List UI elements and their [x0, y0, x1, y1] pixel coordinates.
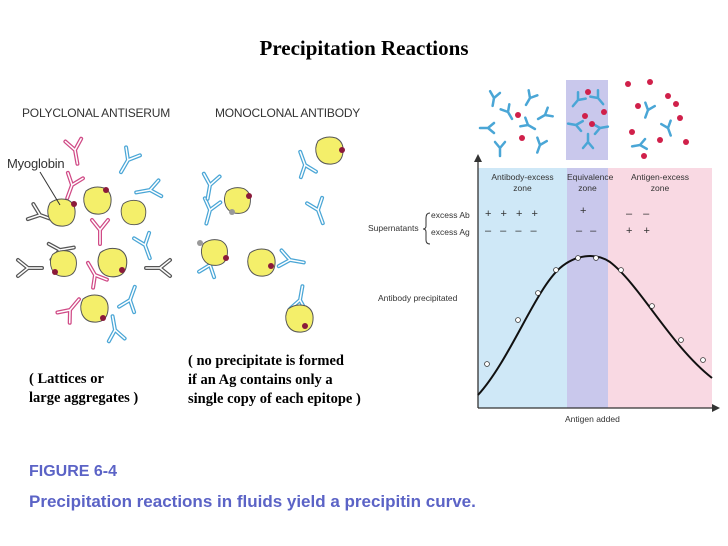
ab-row-antibody-excess: + + + +	[485, 208, 538, 220]
ag-row-antibody-excess: – – – –	[485, 225, 537, 237]
polyclonal-lattice	[16, 136, 172, 344]
precipitin-curve-panel	[422, 79, 720, 412]
polyclonal-caption-line1: ( Lattices or	[29, 371, 104, 387]
curve-point	[515, 317, 521, 323]
precipitin-curve	[477, 255, 713, 396]
y-axis-label: Antibody precipitated	[378, 293, 458, 303]
monoclonal-complexes	[196, 136, 345, 333]
curve-point	[553, 267, 559, 273]
polyclonal-caption-line2: large aggregates )	[29, 390, 139, 406]
excess-ag-label: excess Ag	[431, 227, 470, 237]
zone-label-equivalence: Equivalence zone	[567, 172, 614, 193]
monoclonal-caption-line2: if an Ag contains only a	[188, 372, 333, 388]
monoclonal-heading: MONOCLONAL ANTIBODY	[215, 106, 361, 120]
supernatants-label: Supernatants	[368, 223, 419, 233]
curve-point	[649, 303, 655, 309]
zone-antigen-excess	[608, 168, 712, 408]
curve-point	[535, 290, 541, 296]
monoclonal-caption-line3: single copy of each epitope )	[188, 391, 361, 407]
ag-row-antigen-excess: + +	[626, 225, 650, 237]
curve-point	[618, 267, 624, 273]
curve-points	[484, 255, 706, 367]
zone-equivalence	[567, 168, 608, 408]
myoglobin-label: Myoglobin	[7, 156, 65, 171]
figure-number: FIGURE 6-4	[29, 463, 118, 480]
curve-point	[700, 357, 706, 363]
excess-ab-label: excess Ab	[431, 210, 470, 220]
curve-point	[593, 255, 599, 261]
curve-point	[484, 361, 490, 367]
curve-point	[678, 337, 684, 343]
monoclonal-caption-line1: ( no precipitate is formed	[188, 353, 344, 369]
zone-label-antigen-excess: Antigen-excess zone	[630, 172, 690, 193]
polyclonal-heading: POLYCLONAL ANTISERUM	[22, 106, 171, 120]
curve-point	[575, 255, 581, 261]
ab-row-equivalence: +	[580, 205, 587, 217]
zone-antibody-excess	[478, 168, 567, 408]
page-title: Precipitation Reactions	[259, 36, 469, 60]
zone-label-antibody-excess: Antibody-excess zone	[491, 172, 554, 193]
figure-caption: Precipitation reactions in fluids yield …	[29, 492, 476, 511]
ab-row-antigen-excess: – –	[626, 208, 650, 220]
x-axis-label: Antigen added	[565, 414, 620, 424]
ag-row-equivalence: – –	[576, 225, 597, 237]
